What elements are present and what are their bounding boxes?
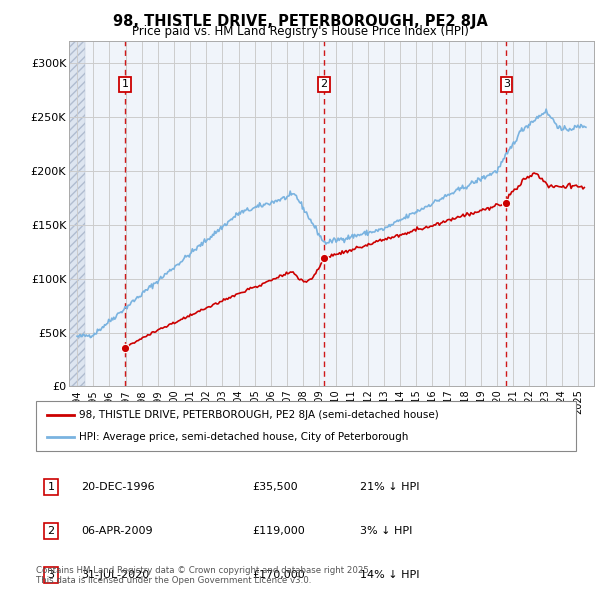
Text: Contains HM Land Registry data © Crown copyright and database right 2025.
This d: Contains HM Land Registry data © Crown c… bbox=[36, 566, 371, 585]
Text: 3: 3 bbox=[47, 571, 55, 580]
Text: HPI: Average price, semi-detached house, City of Peterborough: HPI: Average price, semi-detached house,… bbox=[79, 432, 409, 442]
Text: 3% ↓ HPI: 3% ↓ HPI bbox=[360, 526, 412, 536]
Text: £170,000: £170,000 bbox=[252, 571, 305, 580]
Text: 98, THISTLE DRIVE, PETERBOROUGH, PE2 8JA: 98, THISTLE DRIVE, PETERBOROUGH, PE2 8JA bbox=[113, 14, 487, 28]
Text: 1: 1 bbox=[47, 482, 55, 491]
Bar bbox=[69, 41, 85, 386]
Text: 98, THISTLE DRIVE, PETERBOROUGH, PE2 8JA (semi-detached house): 98, THISTLE DRIVE, PETERBOROUGH, PE2 8JA… bbox=[79, 410, 439, 420]
Text: 1: 1 bbox=[122, 80, 128, 90]
Text: 21% ↓ HPI: 21% ↓ HPI bbox=[360, 482, 419, 491]
Text: 20-DEC-1996: 20-DEC-1996 bbox=[81, 482, 155, 491]
Text: £35,500: £35,500 bbox=[252, 482, 298, 491]
Text: 14% ↓ HPI: 14% ↓ HPI bbox=[360, 571, 419, 580]
Text: 06-APR-2009: 06-APR-2009 bbox=[81, 526, 152, 536]
Text: £119,000: £119,000 bbox=[252, 526, 305, 536]
FancyBboxPatch shape bbox=[36, 401, 576, 451]
Text: 31-JUL-2020: 31-JUL-2020 bbox=[81, 571, 149, 580]
Text: Price paid vs. HM Land Registry's House Price Index (HPI): Price paid vs. HM Land Registry's House … bbox=[131, 25, 469, 38]
Text: 3: 3 bbox=[503, 80, 510, 90]
Text: 2: 2 bbox=[47, 526, 55, 536]
Text: 2: 2 bbox=[320, 80, 328, 90]
